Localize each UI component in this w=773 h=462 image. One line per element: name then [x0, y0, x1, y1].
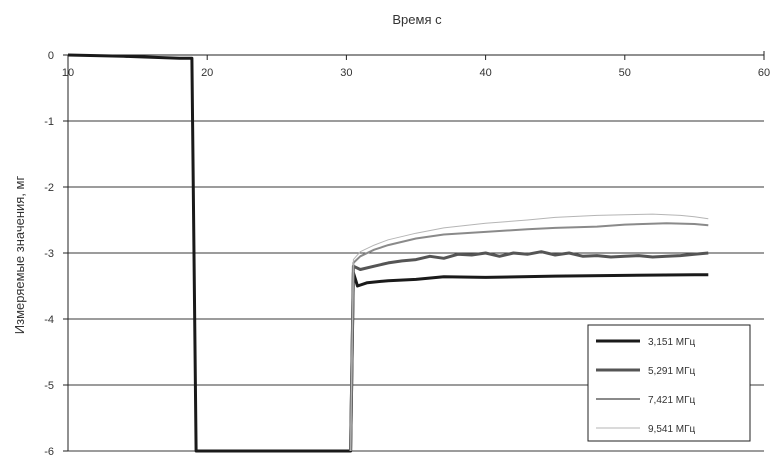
series-line: [349, 222, 709, 452]
series-line: [349, 250, 709, 452]
y-tick-label: -1: [44, 116, 54, 128]
y-tick-label: -2: [44, 182, 54, 194]
series-lines: [67, 53, 709, 453]
y-tick-label: -6: [44, 446, 54, 457]
x-tick-label: 20: [201, 67, 213, 79]
legend-label: 3,151 МГц: [648, 337, 696, 348]
x-axis-title: Время с: [392, 12, 442, 27]
y-tick-label: 0: [48, 50, 54, 62]
y-tick-label: -3: [44, 248, 54, 260]
y-axis-title: Измеряемые значения, мг: [12, 176, 27, 335]
legend-items: 3,151 МГц 5,291 МГц 7,421 МГц 9,541 МГц: [596, 337, 696, 435]
tick-labels: 10 20 30 40 50 60 0 -1 -2 -3 -4 -5 -6: [44, 50, 770, 458]
legend: 3,151 МГц 5,291 МГц 7,421 МГц 9,541 МГц: [587, 324, 751, 442]
y-tick-label: -4: [44, 314, 54, 326]
legend-label: 7,421 МГц: [648, 395, 696, 406]
series-line: [350, 213, 709, 452]
x-tick-label: 60: [758, 67, 770, 79]
series-line: [67, 53, 709, 453]
legend-label: 9,541 МГц: [648, 424, 696, 435]
axes: [63, 51, 765, 452]
y-tick-label: -5: [44, 380, 54, 392]
gridlines: [68, 120, 764, 452]
x-tick-label: 10: [62, 67, 74, 79]
x-tick-label: 50: [619, 67, 631, 79]
legend-label: 5,291 МГц: [648, 366, 696, 377]
legend-box: [587, 324, 751, 442]
x-tick-label: 40: [479, 67, 491, 79]
x-tick-label: 30: [340, 67, 352, 79]
